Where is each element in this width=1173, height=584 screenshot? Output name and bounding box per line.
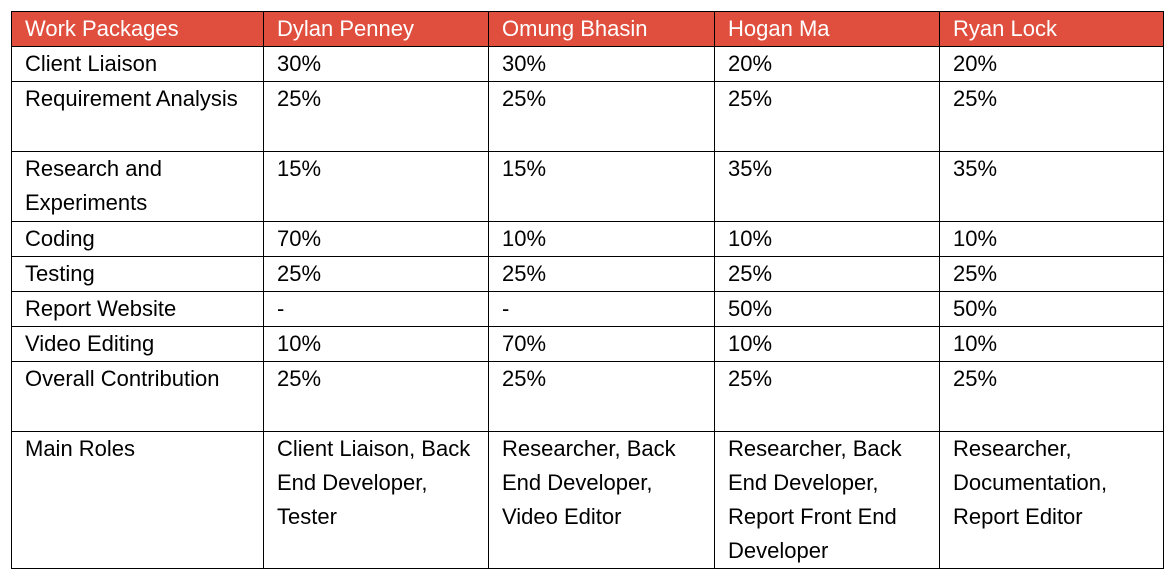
table-cell: - (488, 291, 715, 327)
table-cell: 25% (488, 361, 715, 432)
table-cell: 10% (263, 326, 489, 362)
table-cell: 10% (714, 221, 940, 257)
table-row-testing: Testing 25% 25% 25% 25% (11, 256, 1164, 292)
table-cell: 25% (939, 361, 1164, 432)
table-row-report-website: Report Website - - 50% 50% (11, 291, 1164, 327)
table-row-video-editing: Video Editing 10% 70% 10% 10% (11, 326, 1164, 362)
table-row-overall-contribution: Overall Contribution 25% 25% 25% 25% (11, 361, 1164, 432)
table-cell: - (263, 291, 489, 327)
header-dylan-penney: Dylan Penney (263, 11, 489, 47)
work-packages-table: Work Packages Dylan Penney Omung Bhasin … (11, 11, 1164, 569)
table-cell: 25% (939, 81, 1164, 152)
table-cell: 25% (714, 256, 940, 292)
table-cell: 30% (263, 46, 489, 82)
row-label: Testing (11, 256, 264, 292)
header-hogan-ma: Hogan Ma (714, 11, 940, 47)
header-work-packages: Work Packages (11, 11, 264, 47)
table-cell: 25% (488, 256, 715, 292)
header-ryan-lock: Ryan Lock (939, 11, 1164, 47)
table-cell: 10% (939, 326, 1164, 362)
row-label: Coding (11, 221, 264, 257)
row-label: Video Editing (11, 326, 264, 362)
table-cell: 35% (939, 151, 1164, 222)
table-cell: 25% (488, 81, 715, 152)
table-cell: 25% (263, 256, 489, 292)
table-cell: Researcher, Back End Developer, Report F… (714, 431, 940, 569)
table-cell: 10% (714, 326, 940, 362)
table-cell: 30% (488, 46, 715, 82)
table-cell: 25% (714, 361, 940, 432)
table-row-client-liaison: Client Liaison 30% 30% 20% 20% (11, 46, 1164, 82)
row-label: Research and Experiments (11, 151, 264, 222)
work-packages-table-container: Work Packages Dylan Penney Omung Bhasin … (11, 11, 1164, 569)
table-cell: 25% (714, 81, 940, 152)
table-cell: Researcher, Documentation, Report Editor (939, 431, 1164, 569)
row-label: Overall Contribution (11, 361, 264, 432)
table-row-research-and-experiments: Research and Experiments 15% 15% 35% 35% (11, 151, 1164, 222)
table-row-requirement-analysis: Requirement Analysis 25% 25% 25% 25% (11, 81, 1164, 152)
table-cell: 20% (939, 46, 1164, 82)
table-header-row: Work Packages Dylan Penney Omung Bhasin … (11, 11, 1164, 47)
table-cell: 25% (263, 361, 489, 432)
table-cell: 35% (714, 151, 940, 222)
table-cell: 10% (488, 221, 715, 257)
row-label: Requirement Analysis (11, 81, 264, 152)
row-label: Report Website (11, 291, 264, 327)
table-cell: 10% (939, 221, 1164, 257)
table-cell: 50% (939, 291, 1164, 327)
table-cell: 50% (714, 291, 940, 327)
table-cell: 70% (263, 221, 489, 257)
row-label: Main Roles (11, 431, 264, 569)
table-cell: Client Liaison, Back End Developer, Test… (263, 431, 489, 569)
table-cell: Researcher, Back End Developer, Video Ed… (488, 431, 715, 569)
table-cell: 25% (263, 81, 489, 152)
table-cell: 15% (263, 151, 489, 222)
table-row-coding: Coding 70% 10% 10% 10% (11, 221, 1164, 257)
table-cell: 15% (488, 151, 715, 222)
row-label: Client Liaison (11, 46, 264, 82)
header-omung-bhasin: Omung Bhasin (488, 11, 715, 47)
table-row-main-roles: Main Roles Client Liaison, Back End Deve… (11, 431, 1164, 569)
table-cell: 25% (939, 256, 1164, 292)
table-cell: 70% (488, 326, 715, 362)
table-cell: 20% (714, 46, 940, 82)
